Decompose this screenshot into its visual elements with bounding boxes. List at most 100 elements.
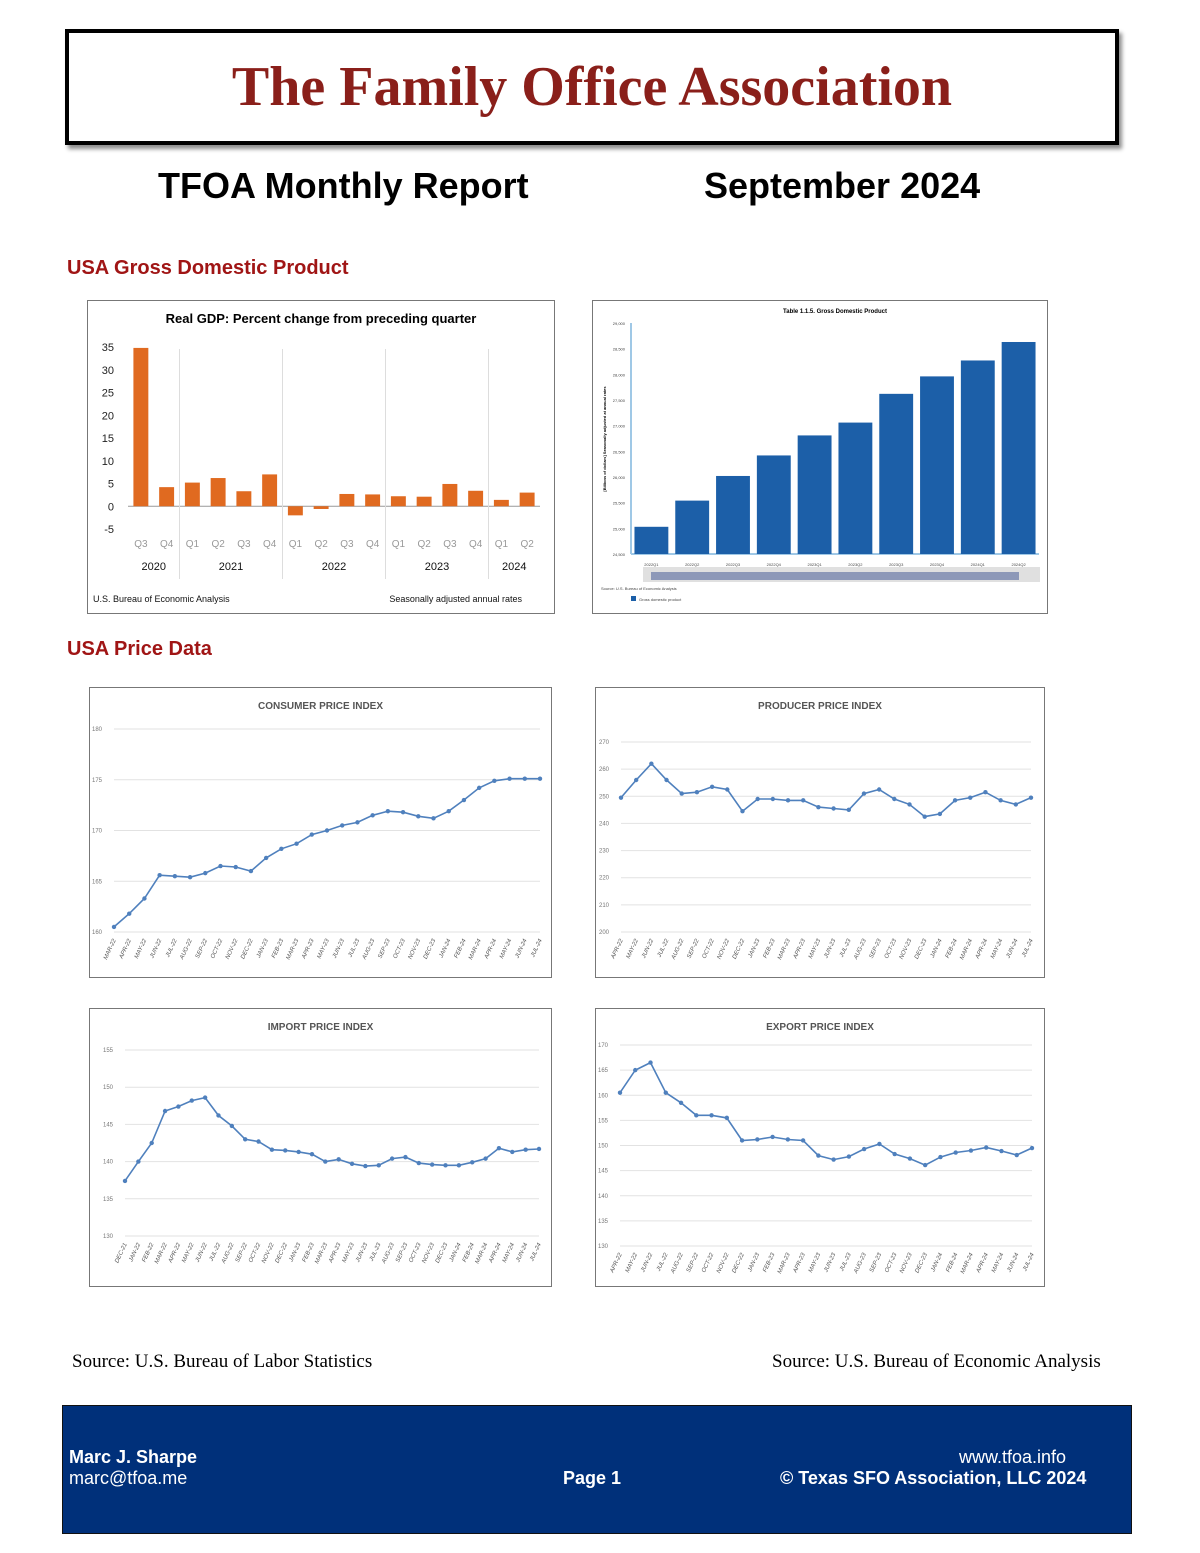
series-line [124, 1096, 540, 1182]
x-tick-label: SEP-23 [395, 1242, 409, 1264]
data-point [323, 1159, 328, 1164]
x-tick-label: AUG-23 [853, 938, 868, 962]
data-point [984, 1145, 989, 1150]
x-tick-label: OCT-22 [210, 938, 225, 960]
footer-website[interactable]: www.tfoa.info [959, 1447, 1067, 1467]
x-tick-label: Q4 [366, 539, 380, 550]
y-tick-label: 0 [108, 501, 114, 513]
x-tick-label: APR-23 [792, 1252, 807, 1275]
import-price-chart: IMPORT PRICE INDEX 155 150 145 140 135 130 DEC-… [89, 1008, 552, 1287]
data-point [187, 874, 193, 880]
x-tick-label: NOV-22 [225, 938, 240, 961]
x-tick-label: JAN-24 [930, 1252, 945, 1274]
data-point [709, 784, 715, 789]
x-tick-label: AUG-23 [381, 1242, 396, 1266]
y-tick-label: 28,500 [613, 347, 626, 352]
data-point [385, 809, 391, 814]
data-point [679, 791, 684, 796]
data-point [739, 1138, 745, 1143]
x-tick-label: JUL-24 [529, 1242, 543, 1264]
data-point [461, 797, 467, 803]
data-point [938, 1154, 943, 1160]
y-tick-label: 27,000 [613, 424, 626, 429]
data-point [431, 816, 436, 821]
range-navigator-handle [651, 572, 1019, 580]
data-point [876, 787, 882, 792]
y-tick-label: 210 [599, 903, 610, 909]
x-tick-label: Q1 [392, 539, 406, 550]
x-tick-label: AUG-22 [670, 938, 685, 962]
data-point [127, 911, 132, 916]
data-point [496, 1146, 502, 1151]
gdp-change-chart: Real GDP: Percent change from preceding … [87, 300, 555, 614]
bar [339, 493, 355, 507]
y-tick-label: 250 [599, 794, 610, 800]
data-point [907, 802, 912, 807]
x-tick-label: Q3 [443, 539, 457, 550]
data-point [536, 1146, 542, 1152]
x-tick-label: JUN-24 [1006, 1252, 1021, 1274]
data-point [709, 1113, 714, 1118]
x-tick-label: MAR-24 [959, 938, 974, 961]
data-point [389, 1156, 395, 1161]
data-point [800, 1138, 806, 1143]
data-point [983, 790, 988, 795]
x-tick-label: MAY-22 [181, 1242, 196, 1264]
data-point [456, 1163, 462, 1168]
data-point [400, 810, 406, 815]
data-point [725, 787, 730, 792]
data-point [694, 790, 700, 795]
x-tick-label: DEC-23 [423, 938, 438, 960]
x-tick-label: JUL-22 [165, 938, 179, 960]
x-tick-label: Q4 [469, 539, 483, 550]
x-tick-label: MAY-24 [499, 938, 514, 960]
y-tick-label: 160 [92, 930, 103, 936]
data-point [349, 1161, 355, 1167]
x-tick-label: APR-24 [483, 938, 498, 961]
x-tick-label: 2023Q4 [930, 562, 945, 567]
x-tick-label: SEP-23 [378, 938, 392, 960]
x-tick-label: OCT-22 [248, 1242, 263, 1264]
x-tick-label: JUL-23 [368, 1242, 382, 1264]
data-point [952, 798, 958, 803]
data-point [229, 1123, 235, 1129]
data-point [376, 1163, 381, 1168]
data-point [136, 1159, 141, 1164]
data-point [537, 776, 543, 781]
y-tick-label: 29,000 [613, 321, 626, 326]
y-tick-label: 240 [599, 821, 610, 827]
bar [1001, 341, 1036, 554]
footer-email[interactable]: marc@tfoa.me [69, 1468, 188, 1488]
x-tick-label: DEC-22 [240, 938, 255, 960]
data-point [816, 804, 821, 810]
y-tick-label: 20 [102, 410, 114, 422]
x-tick-label: Q3 [237, 539, 251, 550]
x-tick-label: NOV-22 [716, 1252, 731, 1275]
chart-title: IMPORT PRICE INDEX [268, 1022, 374, 1033]
x-tick-label: JAN-23 [256, 938, 271, 960]
x-tick-label: OCT-23 [408, 1242, 423, 1264]
data-point [189, 1098, 194, 1103]
x-tick-label: JUN-23 [823, 1252, 838, 1274]
data-point [831, 806, 836, 811]
bar [365, 494, 381, 507]
data-point [218, 863, 223, 869]
x-tick-label: AUG-22 [221, 1242, 236, 1266]
y-tick-label: 270 [599, 740, 610, 746]
bar [262, 474, 278, 507]
source-left: Source: U.S. Bureau of Labor Statistics [72, 1351, 373, 1372]
data-point [861, 791, 867, 796]
data-point [953, 1150, 958, 1155]
y-tick-label: 135 [103, 1197, 114, 1203]
bar [920, 376, 954, 554]
y-tick-label: 135 [598, 1219, 609, 1225]
data-point [724, 1115, 730, 1121]
data-point [937, 811, 943, 817]
data-point [403, 1154, 408, 1160]
x-tick-label: DEC-21 [114, 1242, 128, 1264]
data-point [172, 873, 178, 879]
data-point [648, 1060, 653, 1065]
data-point [740, 809, 745, 814]
y-tick-label: 155 [598, 1118, 609, 1124]
y-tick-label: 24,500 [613, 552, 626, 557]
